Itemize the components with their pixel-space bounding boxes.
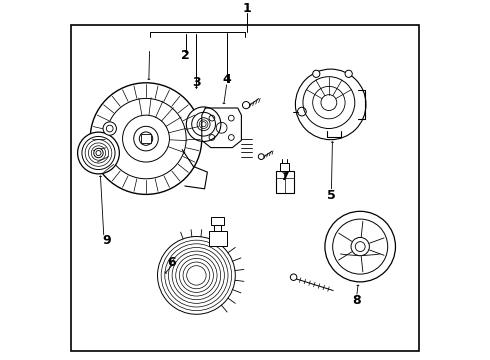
Circle shape (355, 242, 365, 252)
Circle shape (291, 274, 297, 280)
Circle shape (77, 132, 120, 174)
Circle shape (325, 211, 395, 282)
Bar (211, 217, 224, 225)
Bar (275, 171, 294, 193)
Text: 1: 1 (243, 3, 251, 15)
Text: 6: 6 (167, 256, 175, 269)
Circle shape (345, 70, 352, 77)
Circle shape (134, 126, 158, 151)
Text: 5: 5 (327, 189, 336, 202)
Circle shape (313, 70, 320, 77)
Text: 3: 3 (192, 76, 201, 89)
Text: 2: 2 (181, 49, 190, 62)
Circle shape (90, 83, 202, 194)
Circle shape (103, 122, 117, 135)
Text: 7: 7 (280, 170, 289, 183)
Circle shape (94, 148, 103, 158)
Bar (280, 163, 289, 171)
Circle shape (295, 69, 366, 140)
Circle shape (186, 107, 221, 141)
Bar (141, 134, 151, 143)
Text: 8: 8 (352, 294, 361, 307)
Text: 9: 9 (102, 234, 111, 247)
Text: 4: 4 (222, 73, 231, 86)
Circle shape (351, 238, 369, 256)
Bar (209, 231, 227, 246)
